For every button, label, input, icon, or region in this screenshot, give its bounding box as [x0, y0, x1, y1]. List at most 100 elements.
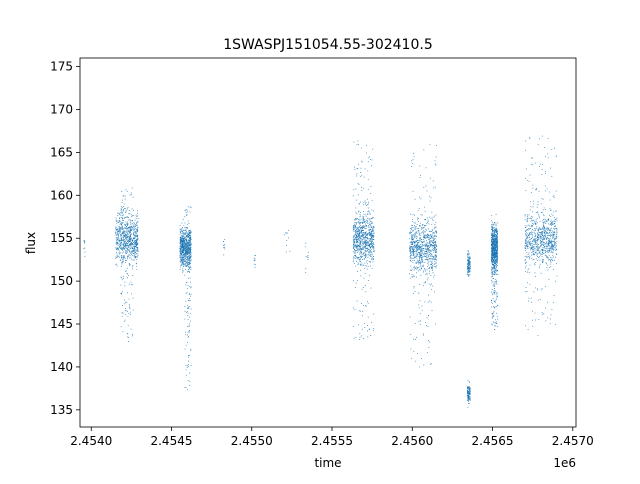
data-point [425, 282, 426, 284]
data-point [426, 190, 428, 192]
data-point [253, 257, 255, 259]
data-point [546, 256, 548, 258]
data-point [127, 227, 128, 229]
data-point [129, 265, 130, 266]
data-point [494, 257, 495, 259]
data-point [492, 262, 494, 263]
data-point [467, 386, 469, 388]
data-point [135, 225, 136, 227]
data-point [422, 227, 424, 229]
data-point [129, 244, 131, 246]
data-point [127, 311, 128, 313]
data-point [126, 238, 128, 240]
data-point [493, 236, 495, 238]
data-point [185, 252, 187, 253]
data-point [190, 254, 192, 255]
data-point [548, 240, 549, 241]
data-point [129, 251, 131, 253]
data-point [179, 250, 181, 252]
data-point [496, 321, 498, 323]
data-point [435, 254, 436, 256]
data-point [356, 233, 358, 235]
data-point [84, 242, 85, 244]
data-point [128, 313, 130, 314]
data-point [422, 250, 424, 251]
data-point [355, 207, 357, 209]
data-point [356, 300, 358, 302]
data-point [180, 245, 182, 247]
data-point [550, 261, 552, 263]
data-point [125, 243, 126, 245]
data-point [124, 240, 126, 242]
data-point [187, 380, 189, 381]
data-point [182, 252, 183, 254]
data-point [494, 236, 496, 238]
data-point [115, 234, 117, 236]
data-point [357, 250, 359, 251]
data-point [117, 248, 118, 250]
data-point [360, 160, 362, 162]
data-point [371, 251, 373, 253]
data-point [369, 274, 371, 276]
data-point [494, 231, 495, 232]
data-point [188, 266, 189, 268]
data-point [432, 263, 434, 264]
data-point [493, 260, 495, 262]
data-point [361, 229, 362, 231]
data-point [491, 228, 493, 230]
data-point [119, 245, 121, 247]
data-point [125, 212, 126, 213]
data-point [129, 251, 131, 252]
data-point [413, 242, 415, 244]
data-point [126, 253, 127, 254]
data-point [189, 234, 190, 236]
data-point [128, 275, 129, 276]
data-point [534, 240, 536, 242]
data-point [425, 281, 427, 283]
data-point [126, 249, 128, 251]
data-point [363, 226, 365, 228]
data-point [496, 229, 498, 230]
data-point [116, 237, 118, 239]
data-point [358, 263, 360, 265]
data-point [421, 248, 423, 250]
data-point [497, 260, 498, 262]
data-point [120, 252, 122, 254]
data-point [416, 246, 418, 248]
data-point [122, 226, 123, 228]
data-point [122, 262, 124, 264]
data-point [353, 189, 355, 191]
data-point [131, 242, 132, 243]
data-point [185, 246, 187, 248]
data-point [421, 305, 423, 307]
data-point [467, 257, 469, 258]
data-point [430, 259, 432, 261]
data-point [134, 223, 135, 225]
data-point [413, 246, 414, 247]
data-point [180, 240, 182, 241]
data-point [131, 208, 133, 210]
data-point [128, 245, 130, 246]
data-point [121, 213, 123, 215]
data-point [413, 153, 414, 154]
data-point [528, 268, 530, 270]
data-point [411, 242, 413, 244]
data-point [430, 245, 431, 246]
data-point [182, 249, 184, 251]
data-point [355, 218, 357, 220]
data-point [416, 233, 418, 234]
data-point [365, 228, 367, 229]
data-point [493, 223, 495, 225]
data-point [359, 242, 361, 244]
data-point [546, 248, 548, 250]
data-point [493, 257, 494, 259]
data-point [419, 253, 421, 255]
data-point [115, 238, 117, 240]
data-point [491, 256, 493, 257]
data-point [121, 247, 123, 249]
data-point [492, 230, 493, 231]
data-point [493, 264, 495, 266]
data-point [468, 268, 470, 269]
data-point [367, 316, 369, 318]
data-point [421, 250, 422, 252]
